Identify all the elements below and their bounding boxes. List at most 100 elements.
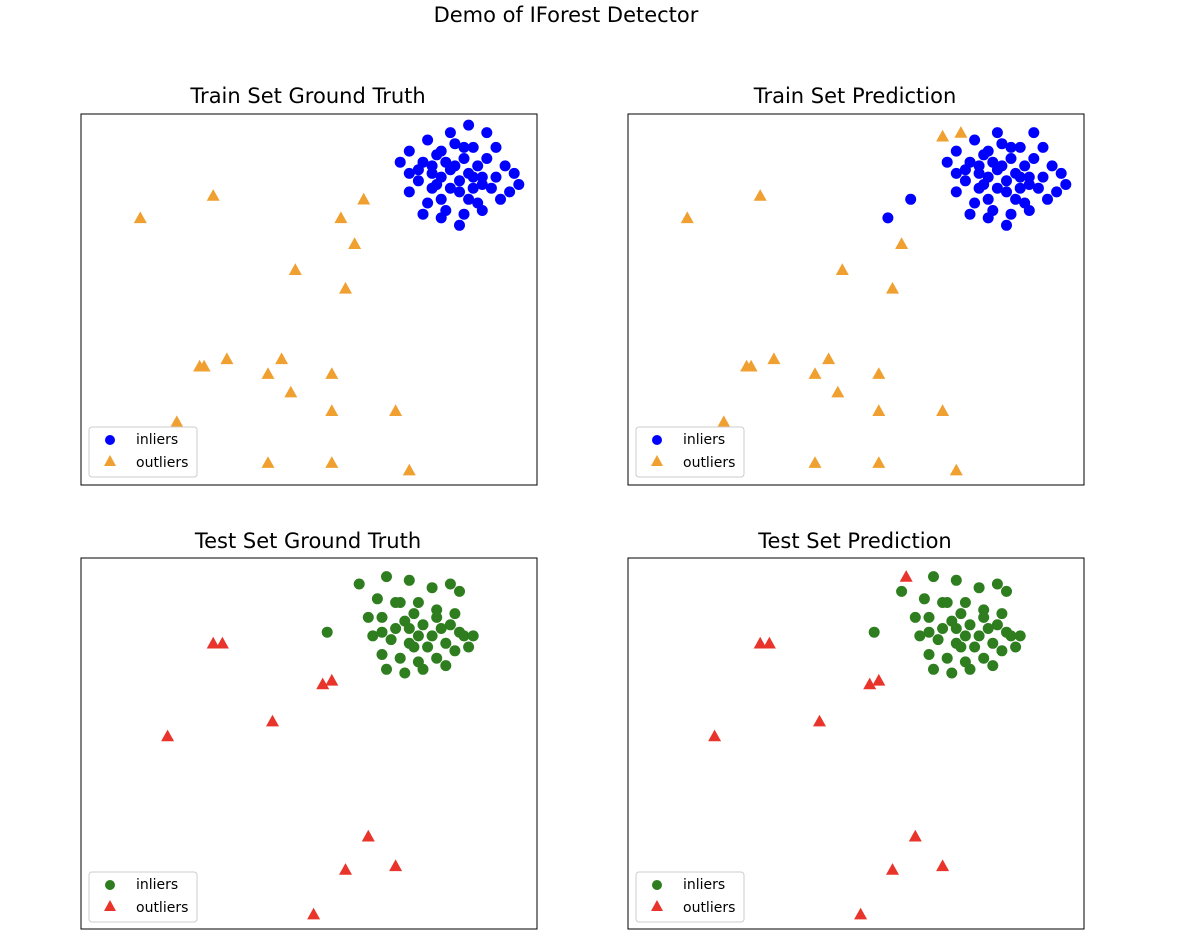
- inlier-point: [458, 153, 470, 164]
- inlier-point: [950, 145, 962, 157]
- inlier-point: [394, 597, 406, 608]
- inlier-point: [1014, 141, 1026, 153]
- inlier-point: [937, 623, 949, 634]
- outlier-point: [325, 404, 339, 416]
- inlier-point: [950, 574, 962, 586]
- outlier-point: [261, 456, 275, 468]
- inlier-point: [426, 167, 438, 179]
- inlier-point: [394, 156, 406, 168]
- inlier-point: [394, 652, 406, 664]
- inlier-point: [1001, 186, 1012, 198]
- legend-outlier-marker: [104, 455, 116, 466]
- outlier-point: [808, 456, 822, 468]
- outlier-point: [220, 352, 234, 365]
- inlier-point: [978, 179, 990, 190]
- outlier-point: [348, 237, 362, 249]
- outlier-point: [680, 211, 694, 224]
- inlier-point: [376, 626, 388, 638]
- inlier-point: [941, 597, 953, 608]
- inlier-point: [403, 574, 415, 586]
- inlier-point: [1019, 197, 1031, 209]
- inlier-point: [412, 597, 424, 608]
- outlier-point: [206, 189, 220, 201]
- inlier-point: [959, 175, 971, 187]
- outlier-point: [170, 415, 184, 428]
- inlier-point: [449, 138, 461, 150]
- legend-box: [635, 426, 745, 478]
- inlier-point: [950, 167, 962, 179]
- outlier-point: [872, 367, 886, 379]
- plot-frame: [627, 557, 1085, 930]
- inlier-point: [1037, 141, 1049, 153]
- inlier-point: [1023, 171, 1035, 183]
- inlier-point: [444, 619, 456, 631]
- inlier-point: [964, 208, 976, 220]
- outlier-point: [936, 129, 950, 142]
- legend-outlier-marker: [104, 900, 116, 911]
- inlier-point: [1028, 127, 1040, 139]
- inlier-point: [1005, 153, 1017, 164]
- inlier-point: [422, 641, 434, 653]
- marks-layer: [680, 126, 1072, 476]
- inlier-point: [1055, 167, 1067, 179]
- inlier-point: [868, 626, 880, 638]
- inlier-point: [463, 119, 475, 131]
- inlier-point: [376, 649, 388, 660]
- outlier-point: [275, 352, 289, 365]
- inlier-point: [923, 611, 935, 623]
- inlier-point: [385, 634, 397, 646]
- inlier-point: [504, 186, 516, 198]
- inlier-point: [964, 619, 976, 631]
- inlier-point: [449, 608, 461, 620]
- inlier-point: [417, 663, 429, 675]
- outlier-point: [133, 211, 147, 224]
- inlier-point: [896, 585, 908, 597]
- outlier-point: [813, 714, 826, 727]
- inlier-point: [321, 626, 333, 638]
- outlier-point: [357, 192, 371, 205]
- inlier-point: [973, 582, 985, 594]
- outlier-point: [161, 729, 175, 742]
- inlier-point: [412, 630, 424, 642]
- inlier-point: [458, 208, 470, 220]
- inlier-point: [1001, 175, 1012, 187]
- inlier-point: [932, 634, 944, 646]
- inlier-point: [463, 193, 475, 205]
- inlier-point: [1014, 630, 1026, 642]
- inlier-point: [371, 593, 383, 605]
- outlier-point: [872, 404, 886, 416]
- subplot-title: Test Set Ground Truth: [194, 529, 421, 553]
- inlier-point: [973, 630, 985, 642]
- plot-frame: [80, 557, 538, 930]
- outlier-point: [717, 415, 731, 428]
- inlier-point: [1060, 179, 1072, 190]
- inlier-point: [467, 182, 479, 194]
- legend-inlier-marker: [105, 435, 115, 445]
- inlier-point: [991, 182, 1003, 194]
- marks-layer: [708, 570, 1026, 920]
- inlier-point: [946, 667, 958, 679]
- outlier-point: [753, 636, 767, 649]
- outlier-point: [753, 189, 767, 201]
- legend-inlier-label: inliers: [136, 877, 178, 893]
- inlier-point: [408, 608, 420, 620]
- inlier-point: [1001, 219, 1012, 231]
- inlier-point: [991, 578, 1003, 590]
- outlier-point: [908, 829, 922, 842]
- legend: inliers outliers: [88, 426, 198, 478]
- legend-box: [635, 871, 745, 923]
- inlier-point: [467, 630, 479, 642]
- inlier-point: [955, 608, 967, 620]
- subplot-train-ground-truth: Train Set Ground Truth inliers outliers: [80, 84, 538, 486]
- outlier-point: [402, 463, 416, 476]
- figure-title: Demo of IForest Detector: [434, 3, 699, 27]
- outlier-point: [325, 456, 339, 468]
- outlier-point: [863, 677, 877, 690]
- legend-outlier-label: outliers: [136, 900, 188, 916]
- legend-inlier-label: inliers: [683, 877, 725, 893]
- inlier-point: [982, 212, 994, 224]
- inlier-point: [403, 186, 415, 198]
- legend-inlier-label: inliers: [136, 432, 178, 448]
- inlier-point: [969, 134, 981, 146]
